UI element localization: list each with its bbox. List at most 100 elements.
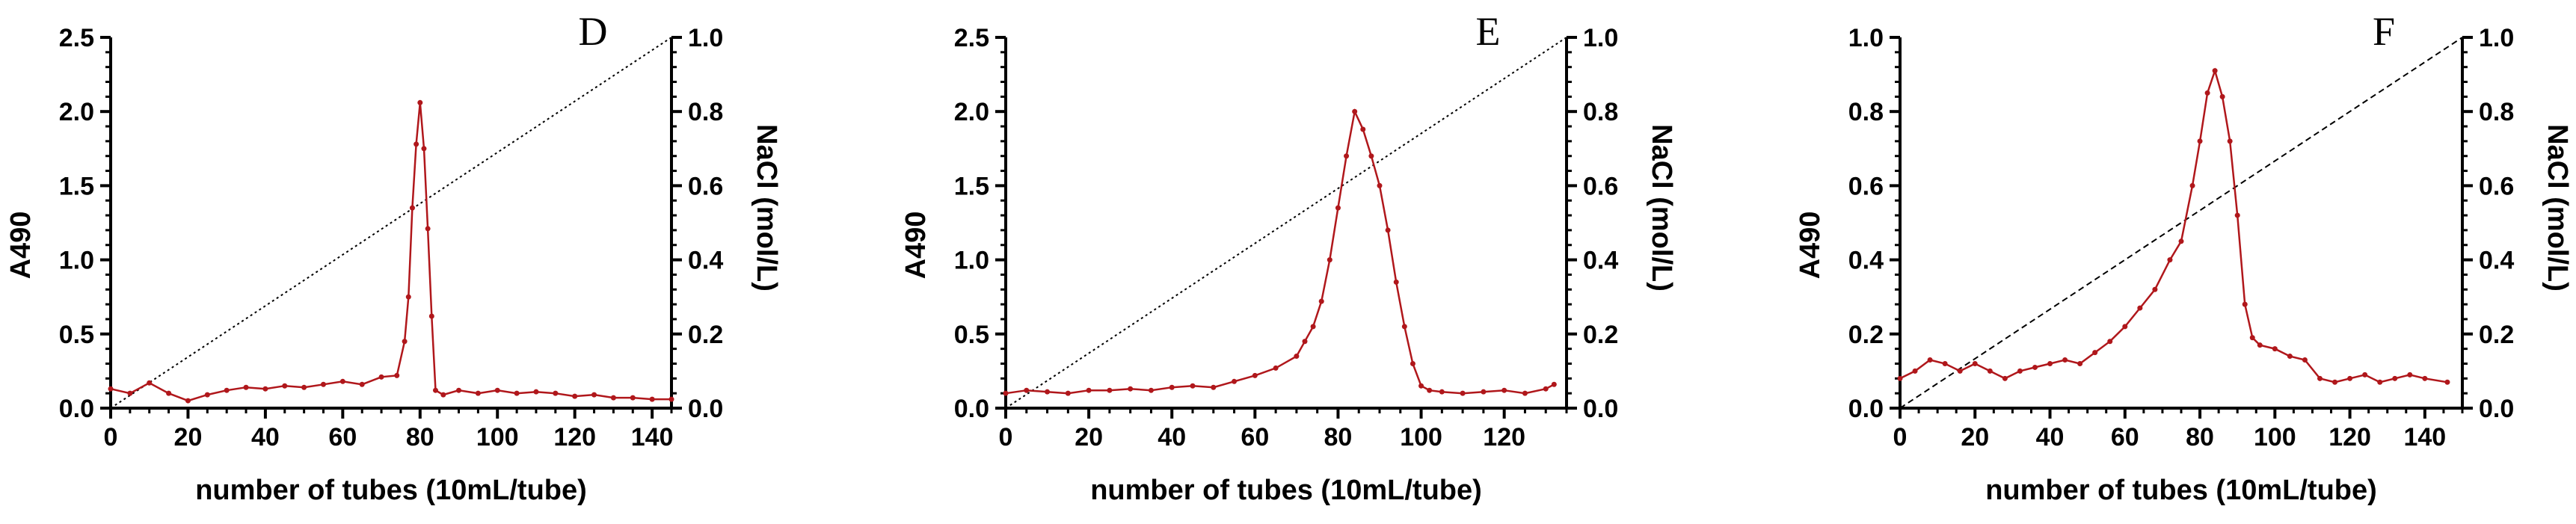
a490-data-point xyxy=(166,390,172,396)
a490-data-point xyxy=(2242,301,2248,307)
a490-data-point xyxy=(2092,350,2098,356)
x-tick-label: 20 xyxy=(1075,423,1103,451)
y2-axis-title: NaCl (mol/L) xyxy=(751,124,782,292)
y2-tick-label: 0.4 xyxy=(688,247,723,275)
chart-panel-f: 0 20 40 60 80 100 120 140 0.0 0.2 0.4 0.6 0.8 1.0 0.0 0… xyxy=(1795,9,2573,506)
x-tick-label: 0 xyxy=(1893,423,1908,451)
a490-series-line xyxy=(1899,67,2448,383)
x-tick-label: 80 xyxy=(1324,423,1353,451)
a490-data-point xyxy=(1045,389,1051,395)
a490-data-point xyxy=(2077,360,2083,366)
y-tick-label: 2.5 xyxy=(59,24,94,52)
a490-data-point xyxy=(1273,365,1279,371)
a490-data-point xyxy=(2017,368,2023,374)
a490-data-point xyxy=(394,372,400,378)
a490-series-line xyxy=(110,102,671,402)
a490-data-point xyxy=(147,380,153,386)
x-tick-label: 100 xyxy=(476,423,519,451)
a490-data-point xyxy=(1481,389,1487,395)
a490-data-point xyxy=(1310,324,1316,330)
y2-axis-title: NaCl (mol/L) xyxy=(2542,124,2573,292)
a490-data-point xyxy=(2407,372,2413,377)
y2-tick-label: 0.2 xyxy=(1583,321,1618,349)
chart-panel-d: 0 20 40 60 80 100 120 140 0.0 0.5 1.0 1.5 2.0 2.5 0.0 0… xyxy=(5,9,782,506)
x-tick-label: 40 xyxy=(2036,423,2065,451)
a490-data-point xyxy=(2249,335,2255,341)
a490-data-point xyxy=(428,313,434,319)
y2-tick-label: 0.0 xyxy=(1583,395,1618,423)
a490-data-point xyxy=(2107,339,2113,345)
a490-data-point xyxy=(2047,360,2053,366)
a490-data-point xyxy=(456,387,462,393)
y2-tick-label: 0.4 xyxy=(2479,247,2514,275)
a490-data-point xyxy=(1957,368,1963,374)
a490-data-point xyxy=(2317,375,2323,381)
a490-data-point xyxy=(1352,108,1358,114)
a490-data-point xyxy=(1344,153,1350,159)
a490-data-point xyxy=(1128,386,1134,392)
a490-data-point xyxy=(1086,387,1092,393)
a490-data-point xyxy=(1327,257,1332,263)
x-tick-label: 60 xyxy=(1241,423,1269,451)
x-axis-title: number of tubes (10mL/tube) xyxy=(1985,475,2377,506)
a490-data-point xyxy=(2032,364,2038,370)
a490-data-point xyxy=(432,387,438,393)
a490-data-point xyxy=(108,386,114,392)
a490-data-point xyxy=(1360,126,1366,132)
y2-tick-label: 1.0 xyxy=(1583,24,1618,52)
a490-data-point xyxy=(405,294,411,300)
a490-data-point xyxy=(359,381,365,387)
a490-data-point xyxy=(127,390,133,396)
a490-data-point xyxy=(2392,375,2398,381)
a490-data-point xyxy=(2227,138,2233,144)
y2-tick-label: 0.2 xyxy=(688,321,723,349)
a490-data-point xyxy=(421,146,427,152)
a490-data-point xyxy=(2002,375,2008,381)
x-tick-label: 140 xyxy=(2403,423,2446,451)
y2-axis-title: NaCl (mol/L) xyxy=(1646,124,1677,292)
a490-data-point xyxy=(1368,153,1374,159)
y-tick-label: 1.5 xyxy=(954,172,989,200)
y-tick-label: 2.5 xyxy=(954,24,989,52)
a490-data-point xyxy=(440,392,446,398)
y-tick-label: 0.8 xyxy=(1848,98,1884,126)
y-tick-label: 1.0 xyxy=(954,247,989,275)
x-tick-label: 120 xyxy=(553,423,596,451)
y2-tick-label: 1.0 xyxy=(2479,24,2514,52)
a490-data-point xyxy=(1551,381,1557,387)
x-tick-label: 140 xyxy=(631,423,674,451)
a490-data-point xyxy=(2189,182,2195,188)
a490-data-point xyxy=(2377,379,2383,385)
a490-data-point xyxy=(2178,238,2184,244)
x-axis-title: number of tubes (10mL/tube) xyxy=(195,475,587,506)
chart-panel-e: 0 20 40 60 80 100 120 0.0 0.5 1.0 1.5 2.0 2.5 0.0 0.2 0… xyxy=(900,9,1677,506)
a490-data-point xyxy=(1401,324,1407,330)
y-tick-label: 2.0 xyxy=(59,98,94,126)
a490-data-point xyxy=(1418,383,1424,389)
a490-data-point xyxy=(2444,379,2450,385)
a490-data-point xyxy=(1107,387,1113,393)
nacl-gradient-line xyxy=(1005,37,1567,409)
a490-data-point xyxy=(1427,387,1433,393)
y-tick-label: 0.0 xyxy=(1848,395,1884,423)
a490-data-point xyxy=(2287,354,2293,360)
a490-data-point xyxy=(1972,360,1978,366)
a490-data-point xyxy=(414,141,419,147)
a490-data-point xyxy=(262,386,268,392)
y-tick-label: 1.5 xyxy=(59,172,94,200)
a490-data-point xyxy=(2257,342,2263,348)
y-tick-label: 0.0 xyxy=(954,395,989,423)
a490-data-point xyxy=(2122,324,2128,330)
a490-data-point xyxy=(1912,368,1918,374)
a490-data-point xyxy=(1942,360,1948,366)
a490-data-point xyxy=(2347,375,2353,381)
a490-data-point xyxy=(1501,387,1507,393)
nacl-gradient-line xyxy=(110,37,672,409)
a490-data-point xyxy=(2197,138,2203,144)
y2-tick-label: 0.0 xyxy=(688,395,723,423)
a490-data-point xyxy=(1522,390,1528,396)
y-tick-label: 1.0 xyxy=(1848,24,1884,52)
a490-data-point xyxy=(591,392,597,398)
a490-data-point xyxy=(668,396,674,402)
